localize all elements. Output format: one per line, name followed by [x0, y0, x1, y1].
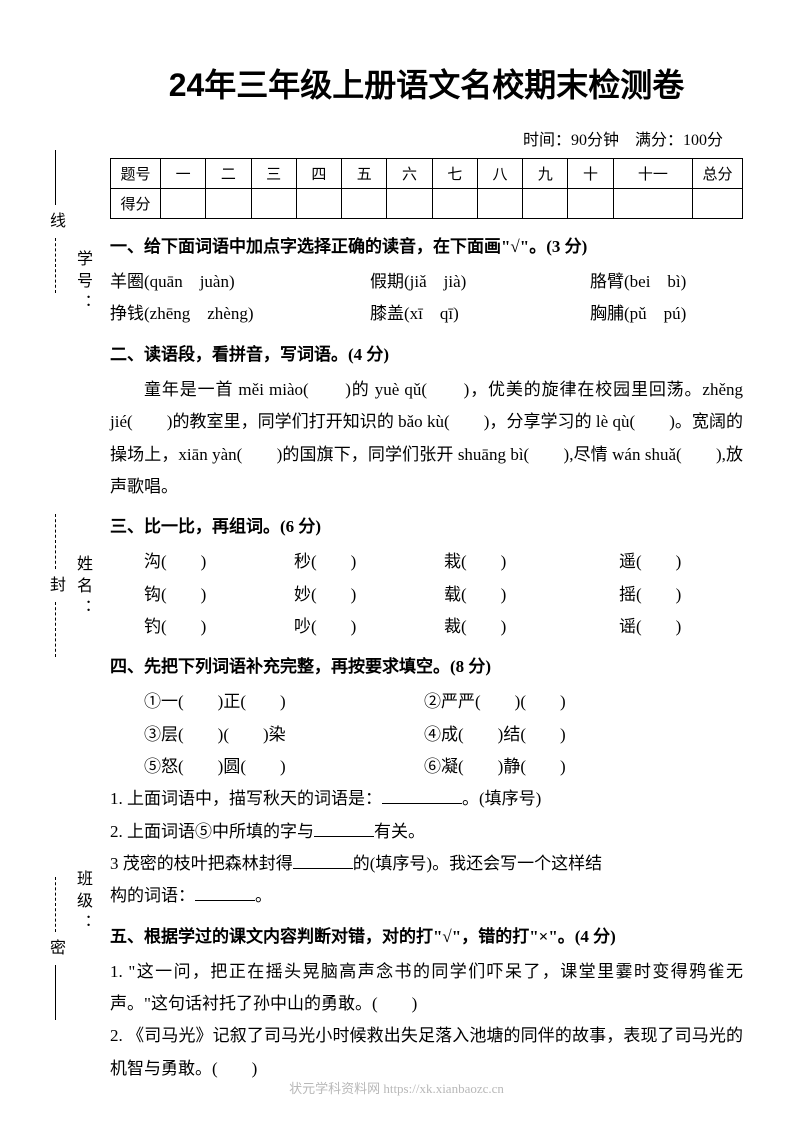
page-title: 24年三年级上册语文名校期末检测卷 — [110, 60, 743, 106]
section-1-head: 一、给下面词语中加点字选择正确的读音，在下面画"√"。(3 分) — [110, 233, 743, 260]
binding-sidebar: 线 学号： 封 姓名： 密 班级： — [25, 150, 85, 1020]
table-row: 题号 一 二 三 四 五 六 七 八 九 十 十一 总分 — [111, 159, 743, 189]
blank[interactable] — [293, 852, 353, 869]
section-2-head: 二、读语段，看拼音，写词语。(4 分) — [110, 341, 743, 368]
label-xian: 线 — [43, 212, 67, 231]
vline — [55, 514, 56, 569]
blank[interactable] — [382, 787, 462, 804]
table-row: 得分 — [111, 189, 743, 219]
section-3-head: 三、比一比，再组词。(6 分) — [110, 513, 743, 540]
blank[interactable] — [195, 884, 255, 901]
field-banji: 班级： — [70, 870, 94, 936]
score-table: 题号 一 二 三 四 五 六 七 八 九 十 十一 总分 得分 — [110, 158, 743, 219]
s3-row: 沟( ) 秒( ) 栽( ) 遥( ) — [110, 546, 743, 578]
section-4-head: 四、先把下列词语补充完整，再按要求填空。(8 分) — [110, 653, 743, 680]
field-xingming: 姓名： — [70, 555, 94, 621]
s5-q2: 2. 《司马光》记叙了司马光小时候救出失足落入池塘的同伴的故事，表现了司马光的机… — [110, 1020, 743, 1085]
label-feng: 封 — [43, 576, 67, 595]
s2-body: 童年是一首 měi miào( )的 yuè qǔ( )，优美的旋律在校园里回荡… — [110, 374, 743, 503]
exam-meta: 时间：90分钟 满分：100分 — [110, 126, 743, 150]
vline — [55, 965, 56, 1020]
vline — [55, 602, 56, 657]
s4-q2: 2. 上面词语⑤中所填的字与有关。 — [110, 816, 743, 848]
s4-row: ⑤怒( )圆( ) ⑥凝( )静( ) — [110, 751, 743, 783]
blank[interactable] — [314, 820, 374, 837]
s4-row: ①一( )正( ) ②严严( )( ) — [110, 686, 743, 718]
vline — [55, 238, 56, 293]
section-5-head: 五、根据学过的课文内容判断对错，对的打"√"，错的打"×"。(4 分) — [110, 923, 743, 950]
s1-row: 羊圈(quān juàn) 假期(jiǎ jià) 胳臂(bei bì) — [110, 266, 743, 298]
s5-q1: 1. "这一问，把正在摇头晃脑高声念书的同学们吓呆了，课堂里霎时变得鸦雀无声。"… — [110, 956, 743, 1021]
field-xuehao: 学号： — [70, 250, 94, 316]
s3-row: 钓( ) 吵( ) 裁( ) 谣( ) — [110, 611, 743, 643]
s4-q3: 3 茂密的枝叶把森林封得的(填序号)。我还会写一个这样结 — [110, 848, 743, 880]
watermark-footer: 状元学科资料网 https://xk.xianbaozc.cn — [0, 1078, 793, 1097]
s4-q3b: 构的词语：。 — [110, 880, 743, 912]
s3-row: 钩( ) 妙( ) 载( ) 摇( ) — [110, 579, 743, 611]
s1-row: 挣钱(zhēng zhèng) 膝盖(xī qī) 胸脯(pǔ pú) — [110, 298, 743, 330]
label-mi: 密 — [43, 939, 67, 958]
vline — [55, 877, 56, 932]
s4-row: ③层( )( )染 ④成( )结( ) — [110, 719, 743, 751]
vline — [55, 150, 56, 205]
s4-q1: 1. 上面词语中，描写秋天的词语是：。(填序号) — [110, 783, 743, 815]
